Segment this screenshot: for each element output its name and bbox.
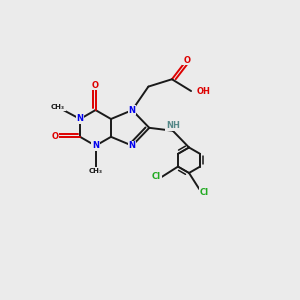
Text: CH₃: CH₃ (51, 104, 65, 110)
Text: O: O (52, 132, 58, 141)
Text: O: O (92, 80, 99, 89)
Text: Cl: Cl (200, 188, 209, 196)
Text: O: O (183, 56, 190, 64)
Text: N: N (92, 141, 99, 150)
Text: NH: NH (166, 121, 180, 130)
Text: N: N (76, 115, 84, 124)
Text: CH₃: CH₃ (88, 168, 103, 174)
Text: N: N (129, 106, 136, 115)
Text: Cl: Cl (152, 172, 161, 182)
Text: OH: OH (196, 86, 210, 95)
Text: N: N (129, 141, 136, 150)
